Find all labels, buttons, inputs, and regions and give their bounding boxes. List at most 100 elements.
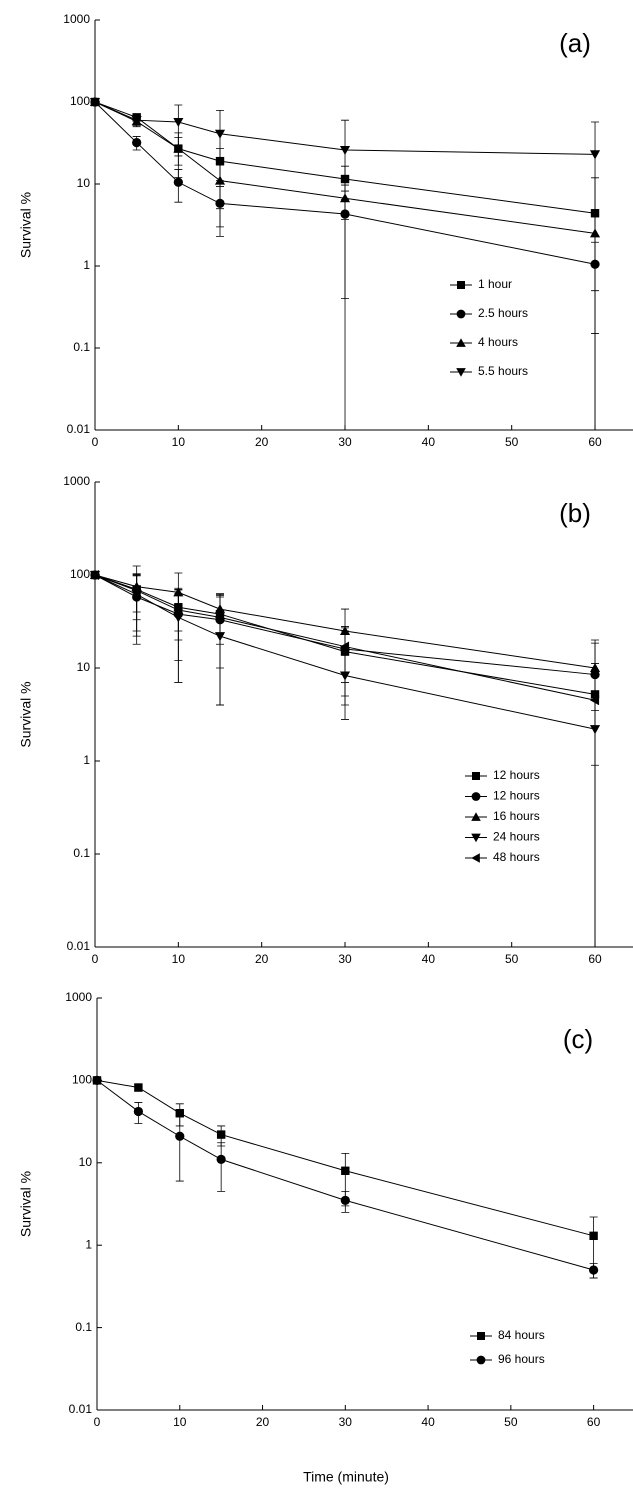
legend-label: 12 hours [493, 768, 540, 782]
error-bar [175, 1116, 184, 1182]
marker [339, 641, 350, 652]
legend-label: 16 hours [493, 809, 540, 823]
x-tick-label: 50 [505, 952, 519, 966]
x-tick-label: 60 [588, 435, 602, 449]
marker [173, 177, 183, 187]
error-bar [591, 121, 600, 431]
y-tick-label: 100 [70, 94, 90, 108]
legend-label: 4 hours [478, 335, 518, 349]
marker [175, 1131, 185, 1141]
marker [456, 368, 466, 377]
x-tick-label: 0 [92, 952, 99, 966]
marker [92, 1075, 102, 1086]
error-bar [217, 1142, 226, 1192]
y-tick-label: 1 [83, 258, 90, 272]
y-tick-label: 0.01 [69, 1402, 93, 1416]
legend-label: 96 hours [498, 1352, 545, 1366]
error-bar [341, 627, 350, 683]
series-line [94, 574, 596, 669]
y-tick-label: 0.01 [67, 939, 91, 953]
error-bar [174, 104, 183, 157]
legend-label: 24 hours [493, 830, 540, 844]
error-bar [216, 109, 225, 228]
marker [471, 833, 481, 843]
series-line [96, 1079, 594, 1237]
marker [131, 585, 141, 596]
y-axis-label: Survival % [18, 681, 34, 747]
x-tick-label: 50 [505, 435, 519, 449]
x-axis-label: Time (minute) [303, 1469, 389, 1485]
x-tick-label: 40 [421, 1415, 435, 1429]
legend-label: 5.5 hours [478, 364, 528, 378]
x-tick-label: 0 [94, 1415, 101, 1429]
series-line [94, 574, 596, 676]
x-tick-label: 20 [255, 952, 269, 966]
error-bar [132, 573, 141, 621]
series-line [94, 101, 596, 155]
y-axis-label: Survival % [18, 192, 34, 258]
marker [216, 1130, 226, 1139]
series-line [94, 101, 596, 214]
marker [471, 792, 481, 801]
y-tick-label: 10 [77, 660, 91, 674]
marker [456, 338, 466, 347]
marker [89, 569, 100, 581]
y-tick-label: 100 [70, 567, 90, 581]
marker [476, 1355, 486, 1365]
x-tick-label: 60 [588, 952, 602, 966]
marker [341, 1166, 350, 1175]
marker [216, 1154, 226, 1165]
x-tick-label: 30 [338, 435, 352, 449]
y-tick-label: 1000 [65, 990, 92, 1004]
marker [339, 145, 351, 156]
legend-label: 2.5 hours [478, 306, 528, 320]
marker [173, 604, 183, 616]
legend-label: 48 hours [493, 850, 540, 864]
marker [589, 150, 601, 160]
marker [134, 1083, 143, 1092]
panel-label: (a) [559, 28, 591, 58]
marker [340, 1195, 350, 1205]
y-tick-label: 10 [77, 176, 91, 190]
x-tick-label: 60 [587, 1415, 601, 1429]
series-line [94, 574, 596, 695]
y-tick-label: 0.1 [75, 1320, 92, 1334]
y-tick-label: 0.1 [73, 846, 90, 860]
legend-label: 1 hour [478, 277, 512, 291]
x-tick-label: 20 [256, 1415, 270, 1429]
x-tick-label: 0 [92, 435, 99, 449]
x-tick-label: 50 [504, 1415, 518, 1429]
marker [214, 612, 225, 623]
y-tick-label: 1000 [63, 12, 90, 26]
x-tick-label: 10 [173, 1415, 187, 1429]
marker [589, 1231, 598, 1241]
marker [214, 129, 226, 139]
legend-label: 84 hours [498, 1328, 545, 1342]
error-bar [341, 119, 350, 431]
panel-label: (b) [559, 498, 591, 528]
marker [175, 1108, 184, 1118]
marker [89, 97, 101, 108]
y-tick-label: 1 [85, 1237, 92, 1251]
series-line [94, 574, 596, 730]
marker [472, 772, 480, 780]
error-bar [216, 595, 225, 669]
x-tick-label: 40 [422, 435, 436, 449]
legend-label: 12 hours [493, 789, 540, 803]
marker [588, 1265, 599, 1275]
series-line [96, 1080, 594, 1271]
y-tick-label: 100 [72, 1073, 92, 1087]
marker [471, 853, 480, 863]
marker [173, 117, 184, 128]
error-bar [174, 587, 183, 662]
marker [131, 116, 142, 126]
series-line [94, 101, 596, 265]
y-tick-label: 1000 [63, 474, 90, 488]
series-line [94, 574, 596, 701]
marker [471, 812, 481, 821]
y-tick-label: 1 [83, 753, 90, 767]
x-tick-label: 40 [422, 952, 436, 966]
marker [457, 281, 465, 289]
marker [133, 1106, 144, 1117]
